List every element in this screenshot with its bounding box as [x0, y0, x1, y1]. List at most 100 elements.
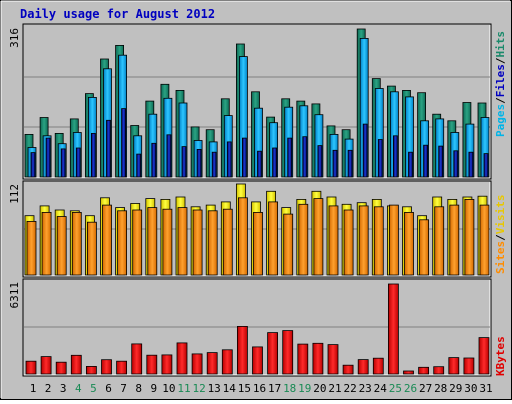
bar-kbytes-day-10	[161, 354, 173, 375]
bar-pages-day-11	[181, 146, 187, 178]
ymax-label-hits: 316	[8, 28, 21, 48]
legend-hits: Hits	[494, 31, 507, 58]
x-tick-label: 28	[434, 382, 447, 395]
bar-kbytes-day-12	[191, 353, 203, 375]
bar-pages-day-27	[423, 144, 429, 178]
legend-sites: Sites	[494, 241, 507, 274]
bar-pages-day-26	[408, 151, 413, 178]
ymax-label-visits: 112	[8, 184, 21, 204]
bar-kbytes-day-21	[327, 344, 339, 375]
bar-pages-day-9	[151, 142, 157, 178]
bar-pages-day-19	[302, 136, 308, 178]
x-tick-label: 12	[192, 382, 205, 395]
bar-sites-day-18	[283, 213, 294, 276]
bar-kbytes-day-23	[357, 359, 369, 375]
bar-sites-day-26	[404, 211, 414, 276]
bar-pages-day-4	[75, 147, 81, 178]
x-tick-label: 8	[135, 382, 142, 395]
x-tick-label: 4	[75, 382, 82, 395]
ymax-label-kbytes: 6311	[8, 282, 21, 309]
bar-sites-day-15	[237, 197, 248, 276]
bar-pages-day-5	[91, 132, 96, 178]
bar-sites-day-27	[419, 219, 430, 276]
bar-kbytes-day-15	[236, 325, 248, 375]
bar-sites-day-25	[388, 204, 399, 276]
bar-sites-day-29	[449, 204, 460, 276]
bar-sites-day-8	[132, 209, 143, 276]
bar-kbytes-day-8	[131, 343, 143, 375]
x-tick-label: 27	[419, 382, 432, 395]
bar-kbytes-day-30	[463, 357, 475, 375]
bar-sites-day-23	[358, 205, 369, 276]
bar-pages-day-16	[257, 150, 262, 178]
bar-sites-day-17	[268, 201, 279, 276]
bar-kbytes-day-19	[297, 343, 309, 375]
bar-kbytes-day-9	[146, 354, 158, 375]
legend-files: Files	[494, 64, 507, 97]
bar-sites-day-16	[253, 211, 263, 276]
bar-sites-day-19	[298, 203, 309, 276]
bar-kbytes-day-29	[448, 357, 460, 375]
bar-pages-day-6	[106, 119, 111, 178]
bar-kbytes-day-31	[478, 337, 490, 375]
bar-pages-day-20	[317, 145, 323, 178]
bar-kbytes-day-22	[342, 364, 354, 375]
bar-pages-day-10	[166, 134, 172, 178]
bar-pages-day-13	[211, 151, 217, 178]
x-tick-label: 3	[60, 382, 67, 395]
x-tick-label: 21	[328, 382, 341, 395]
bar-pages-day-21	[332, 149, 338, 178]
bar-pages-day-18	[287, 137, 293, 178]
x-tick-label: 10	[162, 382, 175, 395]
bar-kbytes-day-5	[86, 365, 97, 375]
bar-kbytes-day-28	[433, 366, 445, 375]
bar-pages-day-31	[483, 153, 489, 178]
bar-sites-day-28	[434, 206, 445, 276]
legend-sep-2: /	[494, 57, 507, 64]
bar-kbytes-day-4	[70, 354, 82, 375]
bar-kbytes-day-26	[403, 370, 414, 375]
bar-kbytes-day-27	[418, 366, 430, 375]
x-tick-label: 17	[268, 382, 281, 395]
bar-sites-day-9	[147, 207, 158, 276]
bar-pages-day-3	[60, 148, 66, 178]
bar-pages-day-12	[196, 148, 202, 178]
bar-kbytes-day-16	[252, 346, 263, 375]
bar-sites-day-22	[343, 209, 354, 276]
x-axis-labels: 1 2 3 4 5 6 7 8 9 10 11 12 13 14 15 16 17 18 19 20 21 22 23 24 2…	[30, 382, 493, 395]
bar-sites-day-13	[207, 210, 218, 276]
x-tick-label: 5	[90, 382, 97, 395]
chart-title: Daily usage for August 2012	[20, 7, 215, 21]
legend-kbytes: KBytes	[494, 336, 507, 376]
bar-pages-day-28	[438, 145, 444, 178]
bar-pages-day-1	[30, 152, 36, 178]
x-tick-label: 6	[105, 382, 112, 395]
bar-pages-day-15	[241, 137, 247, 178]
bar-kbytes-day-3	[55, 361, 67, 375]
bar-kbytes-day-2	[40, 356, 52, 375]
bar-kbytes-day-6	[101, 359, 112, 375]
bar-pages-day-29	[453, 150, 459, 178]
bar-sites-day-4	[71, 211, 82, 276]
bar-sites-day-11	[177, 207, 188, 276]
legend-pages: Pages	[494, 104, 507, 137]
bar-sites-day-20	[313, 198, 324, 276]
x-tick-label: 15	[238, 382, 251, 395]
x-tick-label: 9	[150, 382, 157, 395]
bar-pages-day-14	[226, 141, 232, 178]
legend-visits-sites: Sites/Visits	[494, 195, 507, 275]
bar-sites-day-12	[192, 209, 203, 276]
bar-sites-day-5	[87, 221, 97, 276]
x-tick-label: 24	[374, 382, 388, 395]
x-tick-label: 16	[253, 382, 266, 395]
bar-sites-day-24	[373, 206, 384, 276]
bar-pages-day-22	[347, 149, 353, 178]
x-tick-label: 29	[449, 382, 462, 395]
bar-pages-day-8	[136, 153, 142, 178]
legend-sep-3: /	[494, 234, 507, 241]
x-tick-label: 22	[343, 382, 356, 395]
x-tick-label: 20	[313, 382, 326, 395]
bars	[24, 28, 490, 375]
